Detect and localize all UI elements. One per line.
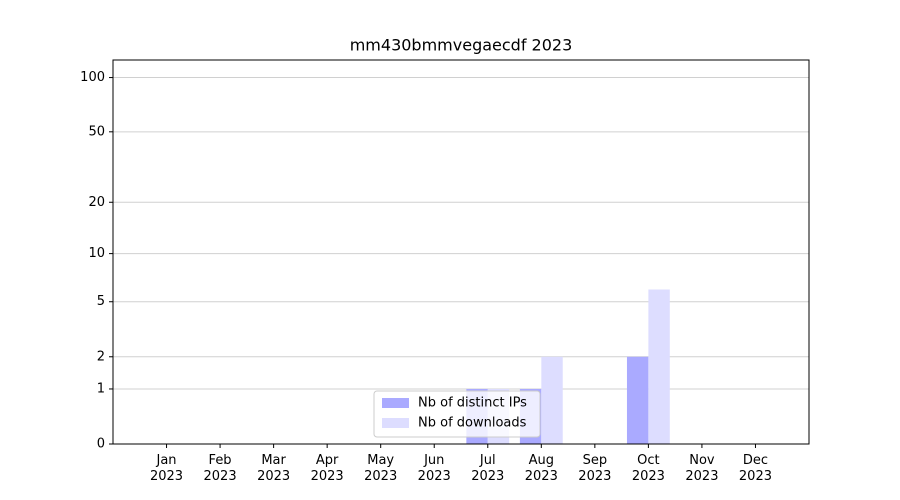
legend: Nb of distinct IPs Nb of downloads [373, 390, 541, 438]
x-tick-label: Oct 2023 [631, 453, 665, 484]
y-tick-label: 2 [97, 349, 105, 364]
x-tick-label: Feb 2023 [203, 453, 237, 484]
bar [648, 289, 670, 444]
plot-frame [112, 59, 810, 445]
y-tick-label: 5 [97, 294, 105, 309]
bar [541, 356, 563, 444]
y-tick-label: 20 [88, 195, 105, 210]
y-tick-label: 100 [80, 70, 105, 85]
bar [626, 356, 649, 444]
y-tick-label: 1 [97, 381, 105, 396]
legend-swatch [382, 398, 409, 408]
x-tick-label: Aug 2023 [524, 453, 558, 484]
y-tick-label: 50 [88, 124, 105, 139]
x-tick-label: Jun 2023 [417, 453, 451, 484]
x-tick-label: Apr 2023 [310, 453, 344, 484]
legend-label: Nb of downloads [418, 416, 527, 431]
y-tick-label: 10 [88, 246, 105, 261]
x-tick-label: Nov 2023 [685, 453, 719, 484]
x-tick-label: May 2023 [364, 453, 398, 484]
legend-swatch [382, 418, 409, 428]
x-tick-label: Dec 2023 [738, 453, 772, 484]
legend-label: Nb of distinct IPs [418, 396, 527, 411]
y-tick-label: 0 [97, 437, 105, 452]
x-tick-label: Jul 2023 [471, 453, 505, 484]
x-tick-label: Jan 2023 [149, 453, 184, 484]
x-tick-label: Mar 2023 [257, 453, 291, 484]
legend-box [373, 390, 541, 438]
chart-title: mm430bmmvegaecdf 2023 [350, 36, 573, 55]
x-tick-label: Sep 2023 [578, 453, 612, 484]
